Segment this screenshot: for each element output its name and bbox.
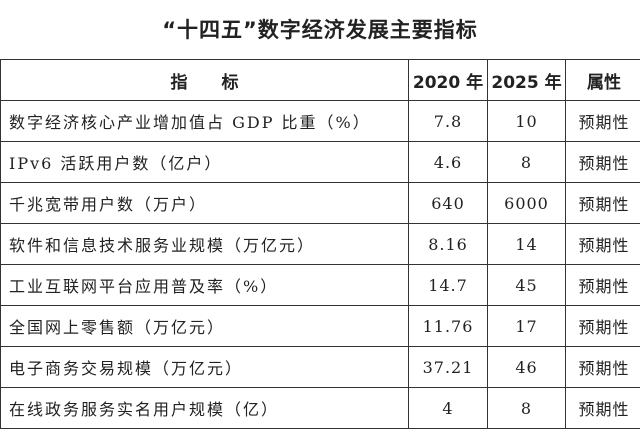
table-row: 数字经济核心产业增加值占 GDP 比重（%） 7.8 10 预期性 (0, 100, 640, 142)
page-title: “十四五”数字经济发展主要指标 (162, 18, 478, 42)
value-2025-cell: 8 (487, 141, 566, 183)
value-2020-cell: 37.21 (408, 346, 488, 388)
value-2025-cell: 17 (487, 305, 566, 347)
value-2020-cell: 4 (408, 387, 488, 429)
indicator-cell: 数字经济核心产业增加值占 GDP 比重（%） (0, 100, 409, 142)
table-row: 全国网上零售额（万亿元） 11.76 17 预期性 (0, 305, 640, 347)
value-2025-cell: 6000 (487, 182, 566, 224)
value-2025-cell: 10 (487, 100, 566, 142)
attribute-cell: 预期性 (565, 387, 640, 429)
table-row: IPv6 活跃用户数（亿户） 4.6 8 预期性 (0, 141, 640, 183)
table-row: 千兆宽带用户数（万户） 640 6000 预期性 (0, 182, 640, 224)
value-2020-cell: 4.6 (408, 141, 488, 183)
attribute-cell: 预期性 (565, 264, 640, 306)
indicator-cell: 软件和信息技术服务业规模（万亿元） (0, 223, 409, 265)
value-2025-cell: 14 (487, 223, 566, 265)
attribute-cell: 预期性 (565, 223, 640, 265)
indicators-table: 指 标 2020 年 2025 年 属性 数字经济核心产业增加值占 GDP 比重… (0, 59, 640, 429)
header-2020: 2020 年 (408, 59, 488, 101)
value-2025-cell: 8 (487, 387, 566, 429)
indicator-cell: 在线政务服务实名用户规模（亿） (0, 387, 409, 429)
table-row: 软件和信息技术服务业规模（万亿元） 8.16 14 预期性 (0, 223, 640, 265)
value-2020-cell: 640 (408, 182, 488, 224)
value-2020-cell: 11.76 (408, 305, 488, 347)
indicator-cell: 电子商务交易规模（万亿元） (0, 346, 409, 388)
value-2025-cell: 46 (487, 346, 566, 388)
value-2020-cell: 14.7 (408, 264, 488, 306)
value-2020-cell: 8.16 (408, 223, 488, 265)
attribute-cell: 预期性 (565, 141, 640, 183)
attribute-cell: 预期性 (565, 182, 640, 224)
header-attribute: 属性 (565, 59, 640, 101)
attribute-cell: 预期性 (565, 100, 640, 142)
indicator-cell: 千兆宽带用户数（万户） (0, 182, 409, 224)
table-row: 在线政务服务实名用户规模（亿） 4 8 预期性 (0, 387, 640, 429)
attribute-cell: 预期性 (565, 305, 640, 347)
table-row: 工业互联网平台应用普及率（%） 14.7 45 预期性 (0, 264, 640, 306)
value-2025-cell: 45 (487, 264, 566, 306)
attribute-cell: 预期性 (565, 346, 640, 388)
table-header-row: 指 标 2020 年 2025 年 属性 (0, 59, 640, 101)
indicator-cell: IPv6 活跃用户数（亿户） (0, 141, 409, 183)
header-indicator: 指 标 (0, 59, 409, 101)
table-row: 电子商务交易规模（万亿元） 37.21 46 预期性 (0, 346, 640, 388)
value-2020-cell: 7.8 (408, 100, 488, 142)
indicator-cell: 全国网上零售额（万亿元） (0, 305, 409, 347)
indicator-cell: 工业互联网平台应用普及率（%） (0, 264, 409, 306)
header-2025: 2025 年 (487, 59, 566, 101)
